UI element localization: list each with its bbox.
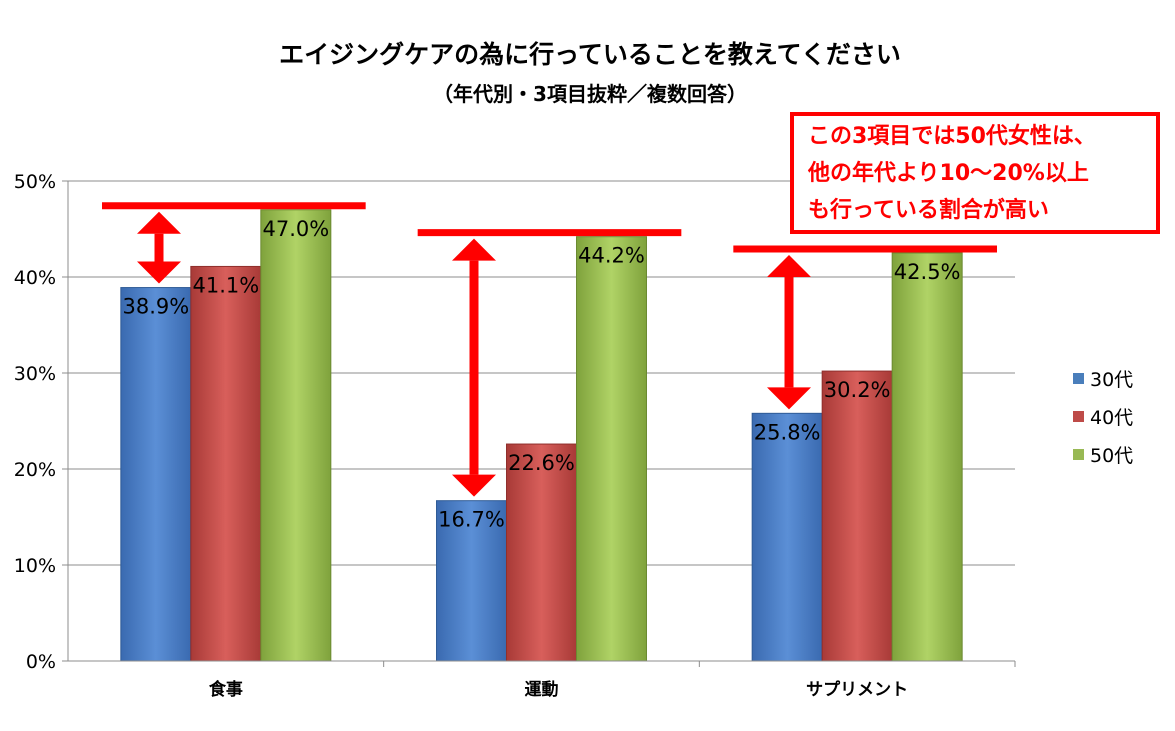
bar-1-1: [120, 287, 192, 662]
annotations: [102, 202, 997, 497]
legend-swatch: [1073, 411, 1084, 422]
arrow-down-icon: [767, 387, 811, 410]
bar-3-1: [260, 209, 332, 662]
arrow-up-icon: [452, 238, 496, 261]
legend-label: 30代: [1090, 369, 1133, 391]
data-label: 44.2%: [578, 244, 645, 268]
legend-swatch: [1073, 373, 1084, 384]
bar-1-3: [751, 412, 823, 662]
bars: [120, 209, 963, 662]
callout-line-2: 他の年代より10～20%以上: [807, 160, 1089, 186]
chart-title: エイジングケアの為に行っていることを教えてください: [279, 40, 901, 69]
y-tick-label: 40%: [14, 267, 56, 289]
data-label: 25.8%: [754, 420, 821, 444]
legend-label: 50代: [1090, 445, 1133, 467]
x-tick-label: 運動: [525, 679, 559, 700]
legend: 30代 40代 50代: [1073, 369, 1133, 467]
arrow-down-icon: [137, 261, 181, 284]
arrow-down-icon: [452, 474, 496, 497]
y-tick-label: 50%: [14, 171, 56, 193]
bar-2-3: [821, 370, 893, 662]
bar-3-3: [891, 252, 963, 662]
data-label: 42.5%: [894, 260, 961, 284]
data-label: 16.7%: [438, 508, 505, 532]
data-label: 22.6%: [508, 451, 575, 475]
data-label: 47.0%: [262, 217, 329, 241]
callout-box: この3項目では50代女性は、 他の年代より10～20%以上 も行っている割合が高…: [790, 112, 1160, 234]
callout-line-1: この3項目では50代女性は、: [808, 123, 1096, 149]
y-tick-label: 20%: [14, 459, 56, 481]
x-axis: 食事 運動 サプリメント: [68, 660, 1016, 700]
bar-2-2: [506, 443, 577, 662]
y-tick-label: 30%: [14, 363, 56, 385]
y-axis: 0% 10% 20% 30% 40% 50%: [14, 171, 69, 673]
x-tick-label: サプリメント: [806, 679, 908, 700]
data-labels: 38.9%41.1% 47.0% 16.7% 22.6% 44.2% 25.8%30.2%…: [122, 217, 960, 532]
legend-label: 40代: [1090, 407, 1133, 429]
data-label: 41.1%: [192, 273, 259, 297]
x-tick-label: 食事: [209, 679, 243, 700]
arrow-up-icon: [137, 211, 181, 234]
data-label: 30.2%: [824, 378, 891, 402]
data-label: 38.9%: [122, 295, 189, 319]
chart-subtitle: （年代別・3項目抜粋／複数回答）: [433, 82, 747, 106]
arrow-up-icon: [767, 255, 811, 277]
callout-frame: [790, 112, 1160, 234]
legend-swatch: [1073, 449, 1084, 460]
y-tick-label: 10%: [14, 555, 56, 577]
bar-2-1: [190, 265, 262, 662]
bar-3-2: [576, 236, 647, 662]
callout-line-3: も行っている割合が高い: [808, 197, 1049, 223]
y-tick-label: 0%: [26, 651, 56, 673]
